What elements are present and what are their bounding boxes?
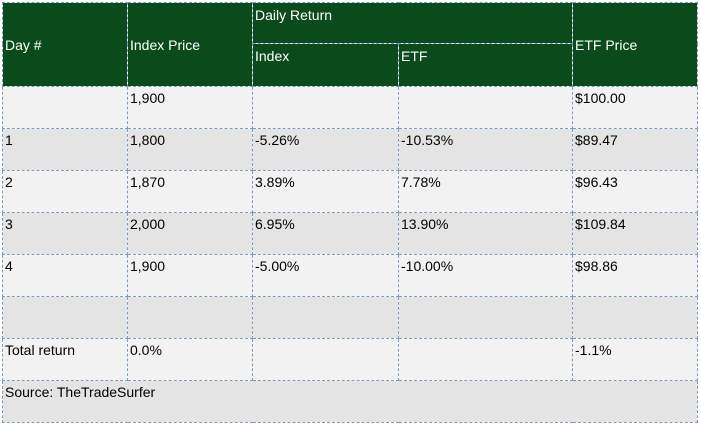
- cell-etf-return[interactable]: [398, 86, 573, 129]
- cell-day[interactable]: 3: [2, 212, 128, 255]
- cell-etf-return[interactable]: 13.90%: [398, 212, 573, 255]
- cell-index-return[interactable]: [252, 86, 399, 129]
- cell-index-return[interactable]: -5.00%: [252, 254, 399, 297]
- cell-etf-price[interactable]: $98.86: [572, 254, 698, 297]
- etf-return-table: Day # Index Price Daily Return ETF Price…: [2, 2, 698, 423]
- cell-index-price[interactable]: 1,800: [127, 128, 253, 171]
- cell-index-price[interactable]: 2,000: [127, 212, 253, 255]
- cell-index-return[interactable]: -5.26%: [252, 128, 399, 171]
- cell-etf-return[interactable]: -10.53%: [398, 128, 573, 171]
- cell-index-return[interactable]: 6.95%: [252, 212, 399, 255]
- table-row: [2, 296, 698, 339]
- cell-index-price[interactable]: 1,900: [127, 254, 253, 297]
- cell-etf-return[interactable]: 7.78%: [398, 170, 573, 213]
- cell-total-etf[interactable]: -1.1%: [572, 338, 698, 381]
- header-day[interactable]: Day #: [2, 2, 128, 87]
- table-row: 1 1,800 -5.26% -10.53% $89.47: [2, 128, 698, 171]
- cell-etf-return[interactable]: -10.00%: [398, 254, 573, 297]
- cell-source[interactable]: Source: TheTradeSurfer: [2, 380, 698, 423]
- cell-day[interactable]: [2, 86, 128, 129]
- cell-day[interactable]: 1: [2, 128, 128, 171]
- cell-index-return[interactable]: 3.89%: [252, 170, 399, 213]
- cell-etf-price[interactable]: $89.47: [572, 128, 698, 171]
- header-index-return[interactable]: Index: [252, 43, 399, 87]
- cell-etf-return[interactable]: [398, 296, 573, 339]
- cell-etf-price[interactable]: $100.00: [572, 86, 698, 129]
- cell-etf-price[interactable]: $96.43: [572, 170, 698, 213]
- header-index-price[interactable]: Index Price: [127, 2, 253, 87]
- total-return-row: Total return 0.0% -1.1%: [2, 338, 698, 381]
- table-row: 4 1,900 -5.00% -10.00% $98.86: [2, 254, 698, 297]
- cell-day[interactable]: 4: [2, 254, 128, 297]
- source-row: Source: TheTradeSurfer: [2, 380, 698, 423]
- cell-index-price[interactable]: 1,870: [127, 170, 253, 213]
- table-row: 1,900 $100.00: [2, 86, 698, 129]
- cell-index-price[interactable]: [127, 296, 253, 339]
- table-row: 2 1,870 3.89% 7.78% $96.43: [2, 170, 698, 213]
- cell-empty[interactable]: [252, 338, 399, 381]
- header-daily-return[interactable]: Daily Return: [252, 2, 573, 44]
- cell-day[interactable]: [2, 296, 128, 339]
- header-etf-return[interactable]: ETF: [398, 43, 573, 87]
- header-etf-price[interactable]: ETF Price: [572, 2, 698, 87]
- cell-index-price[interactable]: 1,900: [127, 86, 253, 129]
- table-row: 3 2,000 6.95% 13.90% $109.84: [2, 212, 698, 255]
- cell-etf-price[interactable]: [572, 296, 698, 339]
- cell-empty[interactable]: [398, 338, 573, 381]
- cell-index-return[interactable]: [252, 296, 399, 339]
- cell-total-index[interactable]: 0.0%: [127, 338, 253, 381]
- cell-day[interactable]: 2: [2, 170, 128, 213]
- cell-total-label[interactable]: Total return: [2, 338, 128, 381]
- cell-etf-price[interactable]: $109.84: [572, 212, 698, 255]
